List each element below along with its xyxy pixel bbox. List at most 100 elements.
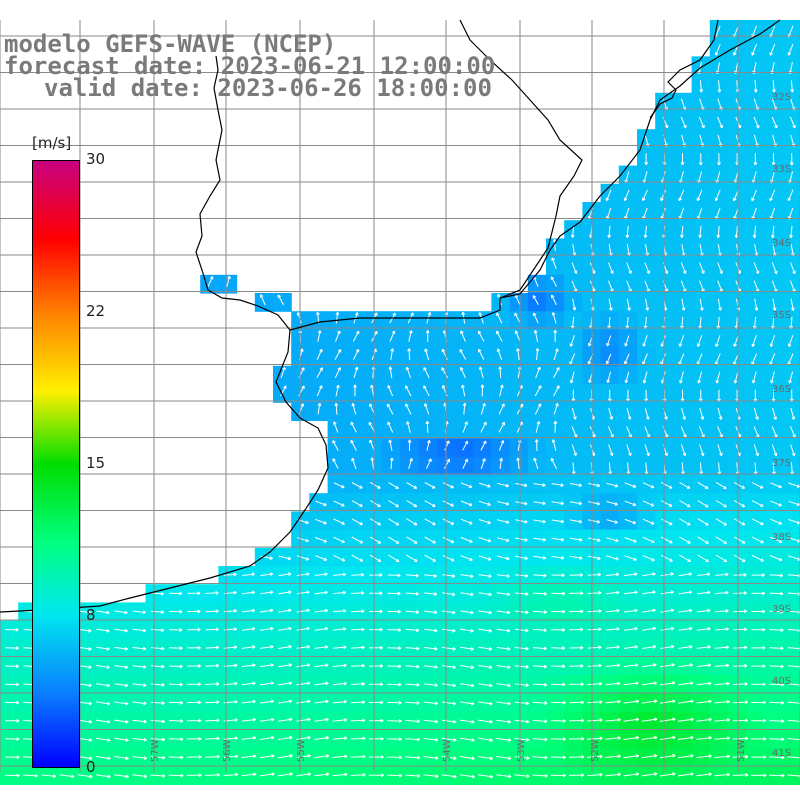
wind-arrow: [296, 699, 311, 704]
wind-arrow: [553, 329, 558, 342]
wind-arrow: [660, 590, 674, 595]
wind-arrow: [332, 663, 347, 668]
wind-arrow: [696, 572, 711, 577]
wind-arrow: [605, 736, 621, 740]
wind-arrow: [205, 682, 220, 686]
wind-arrow: [605, 754, 621, 759]
wind-arrow: [114, 737, 129, 742]
wind-arrow: [350, 772, 366, 777]
wind-arrow: [4, 773, 20, 778]
wind-arrow: [441, 701, 457, 706]
wind-arrow: [607, 426, 614, 438]
wind-arrow: [533, 537, 547, 542]
wind-arrow: [534, 385, 542, 397]
wind-arrow: [460, 330, 466, 342]
wind-arrow: [678, 717, 694, 722]
wind-arrow: [424, 500, 436, 507]
wind-arrow: [533, 483, 546, 487]
wind-arrow: [480, 421, 487, 433]
wind-arrow: [496, 628, 511, 633]
wind-arrow: [733, 645, 748, 650]
wind-arrow: [150, 664, 165, 669]
wind-arrow: [314, 699, 329, 704]
wind-arrow: [408, 330, 413, 342]
wind-arrow: [388, 536, 400, 544]
wind-arrow: [514, 756, 530, 760]
wind-arrow: [553, 385, 560, 397]
wind-arrow: [514, 683, 529, 687]
wind-arrow: [714, 681, 730, 686]
wind-arrow: [696, 189, 703, 202]
wind-arrow: [260, 663, 274, 668]
wind-arrow: [187, 609, 201, 614]
wind-arrow: [571, 262, 578, 274]
wind-arrow: [514, 664, 529, 669]
wind-arrow: [608, 298, 613, 311]
wind-arrow: [406, 481, 418, 489]
wind-arrow: [624, 335, 630, 347]
wind-arrow: [186, 755, 202, 759]
wind-arrow: [351, 572, 365, 577]
wind-arrow: [660, 518, 673, 526]
wind-arrow: [441, 683, 457, 688]
wind-arrow: [660, 554, 673, 562]
colorbar-tick-30: 30: [86, 150, 106, 168]
wind-arrow: [769, 755, 785, 760]
wind-arrow: [733, 609, 747, 614]
wind-arrow: [332, 440, 339, 451]
wind-arrow: [660, 608, 675, 613]
wind-arrow: [423, 367, 430, 379]
wind-arrow: [642, 554, 655, 562]
wind-arrow: [277, 772, 293, 777]
wind-arrow: [205, 609, 219, 614]
wind-arrow: [242, 572, 255, 577]
wind-arrow: [532, 628, 547, 633]
wind-arrow: [587, 700, 603, 704]
wind-arrow: [150, 719, 165, 724]
wind-arrow: [296, 772, 312, 777]
wind-arrow: [460, 500, 473, 507]
wind-arrow: [678, 681, 694, 686]
speed-cell: [782, 111, 800, 130]
wind-arrow: [350, 663, 365, 668]
wind-arrow: [696, 754, 712, 759]
wind-arrow: [532, 682, 548, 687]
wind-arrow: [771, 444, 778, 457]
wind-arrow: [497, 501, 510, 506]
wind-arrow: [150, 610, 165, 614]
wind-arrow: [369, 609, 383, 614]
wind-arrow: [460, 701, 475, 706]
wind-arrow: [460, 574, 474, 578]
wind-arrow: [478, 646, 493, 651]
wind-arrow: [405, 628, 420, 633]
wind-arrow: [259, 772, 275, 777]
wind-arrow: [550, 700, 566, 705]
wind-arrow: [496, 330, 503, 342]
wind-arrow: [387, 591, 401, 596]
wind-arrow: [205, 736, 220, 741]
wind-arrow: [733, 371, 739, 384]
wind-arrow: [278, 681, 293, 686]
wind-arrow: [714, 645, 729, 650]
wind-arrow: [715, 500, 727, 508]
wind-arrow: [387, 385, 394, 397]
wind-arrow: [350, 754, 366, 759]
wind-arrow: [551, 537, 565, 542]
wind-arrow: [751, 500, 764, 507]
wind-arrow: [733, 500, 746, 508]
wind-arrow: [187, 700, 202, 705]
wind-arrow: [751, 482, 764, 489]
wind-arrow: [368, 773, 384, 778]
wind-arrow: [678, 699, 694, 704]
lat-label: 35S: [772, 310, 791, 321]
wind-arrow: [717, 80, 722, 93]
wind-arrow: [223, 772, 239, 777]
wind-arrow: [350, 682, 365, 686]
wind-arrow: [205, 773, 220, 777]
wind-arrow: [572, 298, 577, 311]
wind-arrow: [644, 407, 650, 420]
wind-arrow: [514, 330, 521, 342]
wind-arrow: [226, 275, 231, 288]
wind-arrow: [316, 311, 320, 324]
wind-arrow: [41, 774, 57, 778]
